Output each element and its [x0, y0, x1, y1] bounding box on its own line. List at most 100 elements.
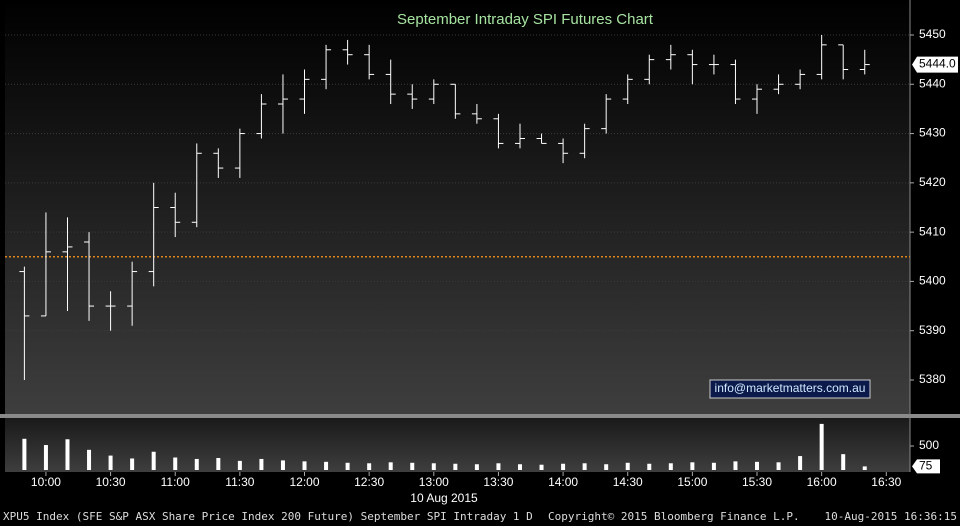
ohlc-bar — [536, 133, 547, 144]
x-tick-label: 12:00 — [289, 475, 319, 489]
price-panel — [5, 0, 910, 414]
volume-bar — [237, 460, 242, 470]
volume-bar — [496, 463, 501, 470]
x-tick-label: 14:30 — [613, 475, 643, 489]
x-tick-label: 14:00 — [548, 475, 578, 489]
ohlc-bar — [127, 261, 138, 326]
volume-bar — [65, 439, 70, 470]
volume-bar — [280, 460, 285, 470]
volume-bar — [711, 462, 716, 470]
ohlc-bar — [342, 39, 353, 65]
volume-bar — [668, 463, 673, 470]
y-tick-label: 5390 — [919, 323, 946, 337]
volume-bar — [259, 458, 264, 470]
footer-center: Copyright© 2015 Bloomberg Finance L.P. — [548, 510, 800, 523]
volume-bar — [539, 464, 544, 470]
volume-bar — [647, 463, 652, 470]
ohlc-bar — [579, 123, 590, 159]
ohlc-bar — [795, 69, 806, 90]
y-tick-label: 5410 — [919, 224, 946, 238]
volume-bar — [841, 454, 846, 470]
x-tick-label: 13:00 — [419, 475, 449, 489]
ohlc-bar — [816, 34, 827, 80]
volume-bar — [302, 461, 307, 470]
ohlc-bar — [471, 103, 482, 124]
volume-bar — [345, 462, 350, 470]
panel-separator — [0, 414, 960, 418]
ohlc-bar — [752, 84, 763, 114]
volume-bar — [561, 463, 566, 470]
y-tick-label: 500 — [919, 438, 939, 452]
volume-bar — [22, 438, 27, 470]
ohlc-bar — [407, 84, 418, 109]
ohlc-bar — [730, 59, 741, 104]
y-tick-label: 5380 — [919, 372, 946, 386]
volume-bar — [755, 461, 760, 470]
volume-bar — [216, 457, 221, 470]
last-volume-label: 75 — [919, 459, 933, 473]
ohlc-bar — [277, 74, 288, 134]
ohlc-bar — [859, 49, 870, 75]
y-tick-label: 5430 — [919, 126, 946, 140]
ohlc-bar — [19, 266, 30, 380]
ohlc-bar — [364, 44, 375, 80]
volume-bar — [367, 463, 372, 470]
ohlc-bar — [558, 138, 569, 164]
volume-bar — [733, 461, 738, 470]
ohlc-bar — [450, 83, 461, 119]
annotation-box — [709, 379, 871, 399]
last-price-marker — [912, 56, 958, 73]
volume-bar — [431, 463, 436, 470]
ohlc-bar — [514, 123, 525, 149]
ohlc-bar — [687, 49, 698, 85]
volume-bar — [173, 457, 178, 470]
volume-bar — [604, 464, 609, 470]
ohlc-bar — [708, 54, 719, 75]
ohlc-bar — [299, 69, 310, 114]
ohlc-bar — [838, 44, 849, 80]
x-tick-label: 10:30 — [96, 475, 126, 489]
volume-bar — [410, 462, 415, 470]
ohlc-bar — [234, 128, 245, 178]
ohlc-bar — [644, 54, 655, 85]
volume-bar — [517, 464, 522, 470]
volume-bar — [776, 462, 781, 470]
ohlc-bar — [170, 192, 181, 238]
ohlc-bar — [62, 217, 73, 311]
x-tick-label: 12:30 — [354, 475, 384, 489]
ohlc-bar — [40, 212, 51, 317]
volume-bar — [474, 464, 479, 470]
volume-bar — [625, 462, 630, 470]
volume-bar — [151, 451, 156, 470]
y-tick-label: 5420 — [919, 175, 946, 189]
ohlc-bar — [665, 44, 676, 70]
ohlc-bar — [213, 148, 224, 178]
volume-bar — [453, 463, 458, 470]
x-tick-label: 16:00 — [807, 475, 837, 489]
footer-left: XPU5 Index (SFE S&P ASX Share Price Inde… — [3, 510, 533, 523]
ohlc-bar — [105, 291, 116, 331]
volume-bar — [819, 423, 824, 470]
x-tick-label: 11:00 — [161, 475, 190, 489]
x-axis-label: 10 Aug 2015 — [410, 491, 478, 505]
ohlc-bar — [773, 74, 784, 95]
last-volume-marker — [912, 459, 940, 474]
volume-bar — [324, 461, 329, 470]
ohlc-bar — [148, 182, 159, 287]
ohlc-bar — [622, 74, 633, 104]
volume-bar — [194, 458, 199, 470]
y-tick-label: 5400 — [919, 274, 946, 288]
volume-bar — [87, 449, 92, 470]
ohlc-bar — [601, 94, 612, 134]
ohlc-bar — [256, 94, 267, 139]
ohlc-bar — [321, 44, 332, 90]
ohlc-bar — [428, 79, 439, 104]
ohlc-bar — [191, 143, 202, 228]
last-price-label: 5444.0 — [919, 57, 956, 71]
volume-bar — [108, 455, 113, 470]
volume-bar — [388, 462, 393, 470]
volume-bar — [43, 445, 48, 470]
volume-bar — [798, 456, 803, 470]
ohlc-bar — [493, 113, 504, 149]
